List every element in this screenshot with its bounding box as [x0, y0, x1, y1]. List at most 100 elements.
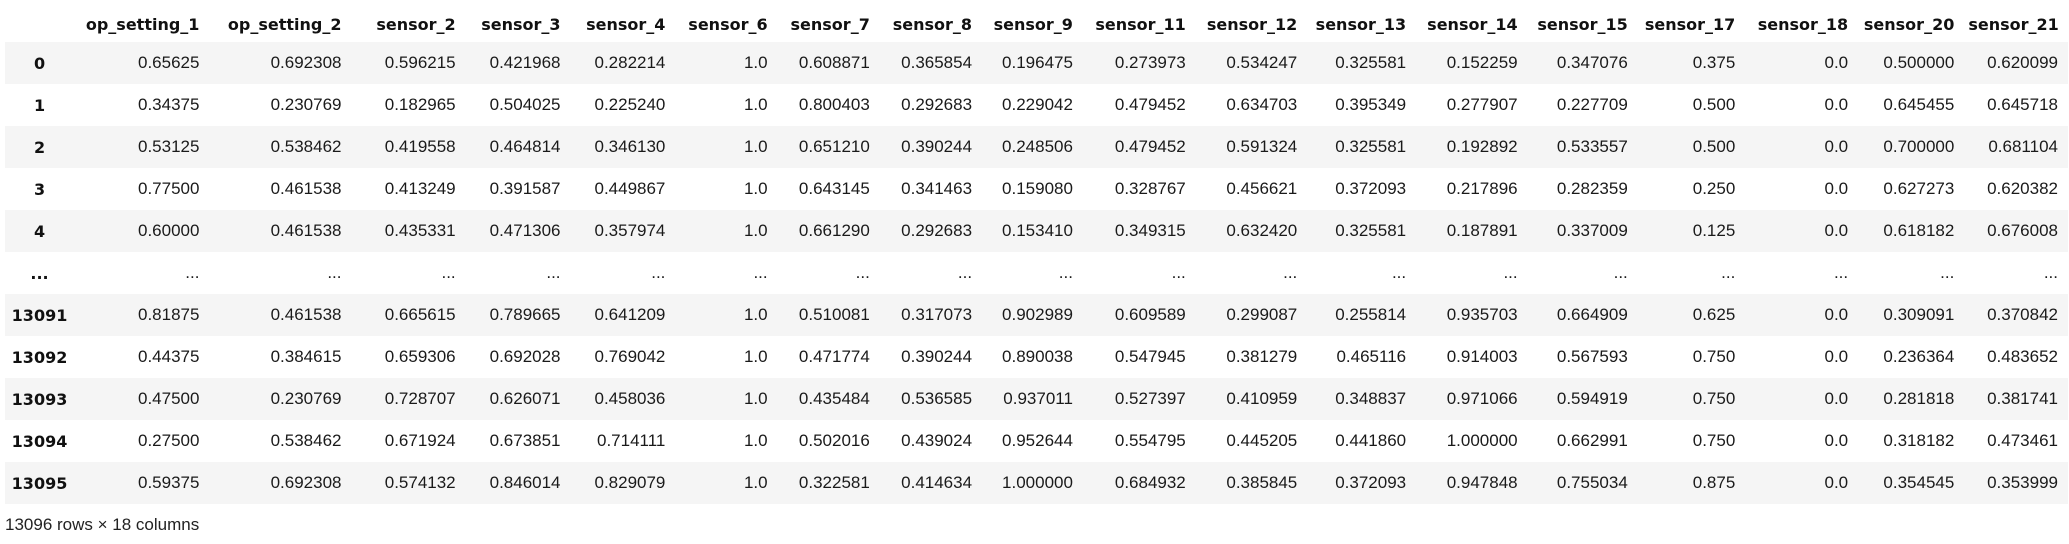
table-cell: 0.273973 [1114, 53, 1186, 72]
table-cell: 0.435331 [384, 221, 456, 240]
table-cell: ... [1833, 263, 1849, 282]
table-cell: 0.322581 [798, 473, 870, 492]
table-cell: 0.643145 [798, 179, 870, 198]
table-cell: 0.353999 [1987, 473, 2058, 492]
table-cell: 0.471774 [798, 347, 870, 366]
table-cell: 0.34375 [137, 95, 200, 114]
column-header-sensor-3: sensor_3 [481, 14, 561, 34]
table-cell: 0.0 [1824, 95, 1849, 114]
table-cell: 0.325581 [1335, 53, 1407, 72]
table-cell: 0.500 [1692, 95, 1736, 114]
table-cell: 0.0 [1824, 473, 1849, 492]
table-cell: ... [1171, 263, 1186, 282]
column-header-sensor-20: sensor_20 [1863, 14, 1955, 34]
table-cell: 0.461538 [270, 179, 342, 198]
table-cell: 0.479452 [1114, 95, 1186, 114]
table-cell: 0.77500 [137, 179, 200, 198]
table-cell: 0.44375 [137, 347, 200, 366]
table-cell: 0.217896 [1446, 179, 1518, 198]
table-cell: 0.375 [1692, 53, 1736, 72]
table-cell: 0.673851 [489, 431, 561, 450]
table-cell: 0.395349 [1335, 95, 1407, 114]
table-cell: 1.0 [743, 221, 768, 240]
table-cell: 0.665615 [384, 305, 456, 324]
table-cell: 0.750 [1692, 431, 1736, 450]
row-index: 13093 [11, 389, 68, 409]
column-header-sensor-15: sensor_15 [1537, 14, 1628, 34]
table-cell: 0.59375 [137, 473, 200, 492]
table-cell: 0.414634 [901, 473, 973, 492]
table-cell: 0.370842 [1987, 305, 2058, 324]
header-row: op_setting_1 op_setting_2 sensor_2 sensor_3… [5, 6, 2068, 42]
row-index: 13094 [11, 431, 68, 451]
table-cell: 1.000000 [1446, 431, 1518, 450]
table-cell: 1.0 [743, 389, 768, 408]
table-cell: 0.152259 [1446, 53, 1518, 72]
table-cell: 0.384615 [270, 347, 342, 366]
table-cell: 0.547945 [1114, 347, 1186, 366]
table-cell: 0.750 [1692, 347, 1736, 366]
table-cell: 1.0 [743, 137, 768, 156]
table-cell: 0.464814 [489, 137, 561, 156]
table-cell: 0.229042 [1002, 95, 1073, 114]
table-cell: 0.473461 [1987, 431, 2058, 450]
table-cell: 0.645718 [1987, 95, 2058, 114]
table-cell: ... [1503, 263, 1518, 282]
table-row: 13093 0.47500 0.230769 0.728707 0.626071 0.45… [5, 378, 2068, 420]
table-cell: 0.182965 [384, 95, 456, 114]
table-cell: 1.0 [743, 347, 768, 366]
table-cell: 0.527397 [1114, 389, 1186, 408]
table-cell: 0.60000 [137, 221, 200, 240]
table-cell: 0.890038 [1002, 347, 1073, 366]
table-cell: 1.0 [743, 95, 768, 114]
table-row: 0 0.65625 0.692308 0.596215 0.421968 0.282214… [5, 42, 2068, 84]
table-cell: ... [651, 263, 666, 282]
table-cell: 0.0 [1824, 347, 1849, 366]
table-cell: ... [1283, 263, 1298, 282]
table-cell: ... [1613, 263, 1628, 282]
table-cell: 0.0 [1824, 389, 1849, 408]
table-cell: 0.620099 [1987, 53, 2058, 72]
column-header-op-setting-1: op_setting_1 [85, 14, 200, 34]
table-cell: 0.0 [1824, 179, 1849, 198]
table-cell: 0.471306 [489, 221, 561, 240]
table-cell: 0.292683 [901, 95, 973, 114]
table-cell: 0.192892 [1446, 137, 1518, 156]
table-cell: 0.0 [1824, 431, 1849, 450]
table-cell: 0.755034 [1556, 473, 1628, 492]
table-row: 1 0.34375 0.230769 0.182965 0.504025 0.225240… [5, 84, 2068, 126]
table-cell: 0.676008 [1987, 221, 2058, 240]
table-cell: 1.0 [743, 431, 768, 450]
table-cell: 0.502016 [798, 431, 870, 450]
table-cell: ... [327, 263, 342, 282]
row-index: ... [30, 263, 49, 283]
table-cell: 0.328767 [1114, 179, 1186, 198]
table-cell: 0.661290 [798, 221, 870, 240]
table-cell: 0.935703 [1446, 305, 1518, 324]
table-cell: 0.692308 [270, 53, 342, 72]
column-header-sensor-8: sensor_8 [892, 14, 973, 34]
table-cell: ... [855, 263, 870, 282]
table-cell: ... [1058, 263, 1073, 282]
table-row: 13092 0.44375 0.384615 0.659306 0.692028 0.76… [5, 336, 2068, 378]
table-cell: 0.125 [1692, 221, 1736, 240]
table-cell: 0.410959 [1226, 389, 1298, 408]
table-cell: 0.510081 [798, 305, 870, 324]
table-cell: 0.292683 [901, 221, 973, 240]
table-cell: 0.337009 [1556, 221, 1628, 240]
table-cell: 0.700000 [1883, 137, 1955, 156]
table-cell: 0.421968 [489, 53, 561, 72]
table-cell: 0.309091 [1883, 305, 1955, 324]
table-cell: 0.65625 [137, 53, 200, 72]
table-cell: 1.0 [743, 179, 768, 198]
table-cell: 0.692028 [489, 347, 561, 366]
table-cell: 0.372093 [1335, 473, 1407, 492]
table-cell: 0.225240 [594, 95, 666, 114]
table-cell: 0.325581 [1335, 221, 1407, 240]
table-cell: 0.441860 [1335, 431, 1407, 450]
table-cell: 0.800403 [798, 95, 870, 114]
table-body: 0 0.65625 0.692308 0.596215 0.421968 0.282214… [5, 42, 2068, 504]
table-cell: 0.27500 [137, 431, 200, 450]
table-cell: 0.500000 [1883, 53, 1955, 72]
column-header-sensor-12: sensor_12 [1206, 14, 1298, 34]
